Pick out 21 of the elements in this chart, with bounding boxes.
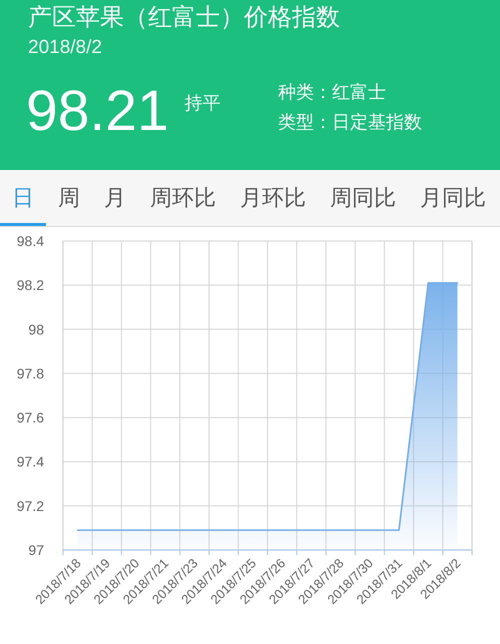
tab-label: 周环比 <box>150 185 216 210</box>
tab-label: 月同比 <box>420 185 486 210</box>
ytick-label: 98.2 <box>16 277 44 294</box>
info-label: 类型：日定基指数 <box>278 112 422 132</box>
status-label: 持平 <box>184 93 221 113</box>
title: 产区苹果（红富士）价格指数 <box>28 4 340 31</box>
ytick-label: 97.8 <box>16 365 44 382</box>
subtitle: 2018/8/2 <box>28 37 102 58</box>
tab-label: 周同比 <box>330 185 396 210</box>
tab-label: 月 <box>104 185 126 210</box>
current-value: 98.21 <box>26 79 169 143</box>
ytick-label: 97.4 <box>16 454 44 470</box>
ytick-label: 98 <box>28 321 44 338</box>
ytick-label: 97 <box>28 542 44 558</box>
ytick-label: 98.4 <box>16 233 44 249</box>
info-label: 种类：红富士 <box>278 82 386 102</box>
tab-label: 月环比 <box>240 185 306 210</box>
tab-label: 日 <box>12 185 34 210</box>
tab-label: 周 <box>58 185 80 210</box>
ytick-label: 97.6 <box>16 410 44 426</box>
ytick-label: 97.2 <box>16 498 44 514</box>
